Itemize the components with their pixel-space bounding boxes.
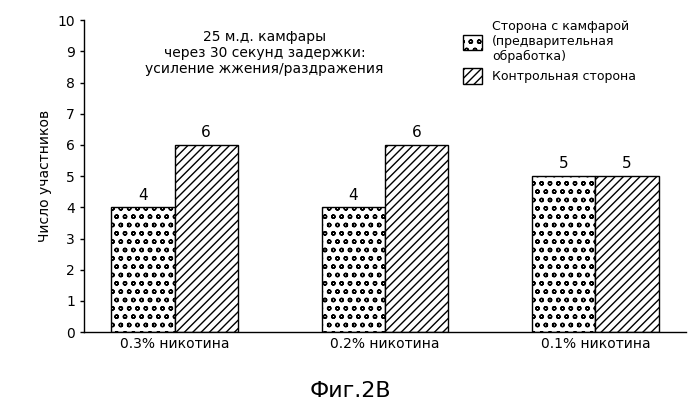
Text: 4: 4: [138, 188, 148, 202]
Y-axis label: Число участников: Число участников: [38, 110, 52, 242]
Legend: Сторона с камфарой
(предварительная
обработка), Контрольная сторона: Сторона с камфарой (предварительная обра…: [463, 20, 636, 83]
Bar: [385, 145, 448, 332]
Text: Фиг.2В: Фиг.2В: [309, 381, 391, 401]
Bar: [322, 207, 385, 332]
Text: 6: 6: [201, 125, 211, 140]
Bar: [111, 207, 174, 332]
Bar: [174, 145, 238, 332]
Text: 6: 6: [412, 125, 421, 140]
Bar: [596, 176, 659, 332]
Text: 25 м.д. камфары
через 30 секунд задержки:
усиление жжения/раздражения: 25 м.д. камфары через 30 секунд задержки…: [146, 30, 384, 76]
Text: 5: 5: [559, 156, 568, 171]
Text: 5: 5: [622, 156, 632, 171]
Bar: [532, 176, 596, 332]
Text: 4: 4: [349, 188, 358, 202]
